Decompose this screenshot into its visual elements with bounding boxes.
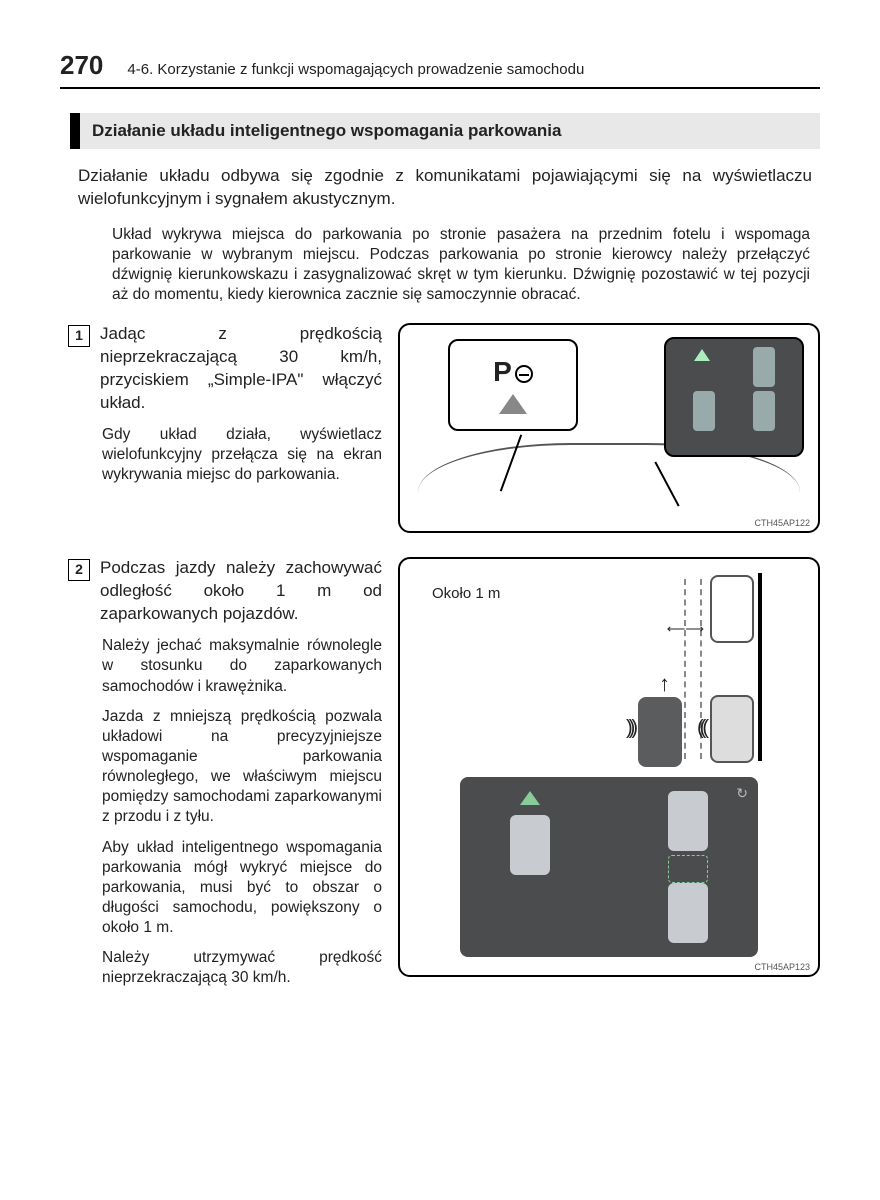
arrow-up-icon: ↑ [659, 671, 670, 697]
figure-2-screen: ↻ [460, 777, 758, 957]
step-1-text: 1 Jadąc z prędkością nieprzekraczającą 3… [68, 323, 398, 533]
step-1-body: Gdy układ działa, wyświetlacz wielofunkc… [102, 425, 382, 485]
chapter-title: 4-6. Korzystanie z funkcji wspomagającyc… [127, 61, 584, 78]
figure-1: P CTH45AP122 [398, 323, 820, 533]
fig1-bubble-screen [664, 337, 804, 457]
figure-2-diagram: Około 1 m ⟵⟶ ))) ((( ↑ [408, 567, 810, 767]
car-icon [668, 791, 708, 851]
arrow-up-icon [520, 791, 540, 805]
fig1-bubble-p-icon: P [448, 339, 578, 431]
step-2-text: 2 Podczas jazdy należy zachowywać odległ… [68, 557, 398, 998]
p-icon: P [493, 356, 512, 387]
step-2-number: 2 [68, 559, 90, 581]
car-icon [510, 815, 550, 875]
arrow-up-icon [499, 394, 527, 414]
step-1: 1 Jadąc z prędkością nieprzekraczającą 3… [68, 323, 820, 533]
step-2-body: Należy jechać maksymalnie równolegle w s… [102, 636, 382, 988]
steering-wheel-icon [515, 365, 533, 383]
step-2: 2 Podczas jazdy należy zachowywać odległ… [68, 557, 820, 998]
step-2-title: Podczas jazdy należy zachowywać odległoś… [100, 557, 382, 626]
step-1-title: Jadąc z prędkością nieprzekraczającą 30 … [100, 323, 382, 415]
step-1-number: 1 [68, 325, 90, 347]
sensor-wave-icon: ((( [697, 717, 705, 740]
page-number: 270 [60, 50, 103, 81]
parked-car-icon [710, 695, 754, 763]
section-heading: Działanie układu inteligentnego wspomaga… [70, 113, 820, 149]
parked-car-icon [710, 575, 754, 643]
sub-intro-text: Układ wykrywa miejsca do parkowania po s… [112, 225, 810, 306]
figure-2-label: Około 1 m [432, 585, 500, 602]
car-icon [668, 883, 708, 943]
parking-gap-icon [668, 855, 708, 883]
refresh-icon: ↻ [736, 785, 748, 802]
figure-1-code: CTH45AP122 [754, 518, 810, 528]
page-header: 270 4-6. Korzystanie z funkcji wspomagaj… [60, 50, 820, 89]
intro-text: Działanie układu odbywa się zgodnie z ko… [78, 165, 812, 211]
figure-2-code: CTH45AP123 [754, 962, 810, 972]
own-car-icon [638, 697, 682, 767]
sensor-wave-icon: ))) [626, 717, 634, 740]
figure-2: Około 1 m ⟵⟶ ))) ((( ↑ ↻ CTH45AP12 [398, 557, 820, 977]
